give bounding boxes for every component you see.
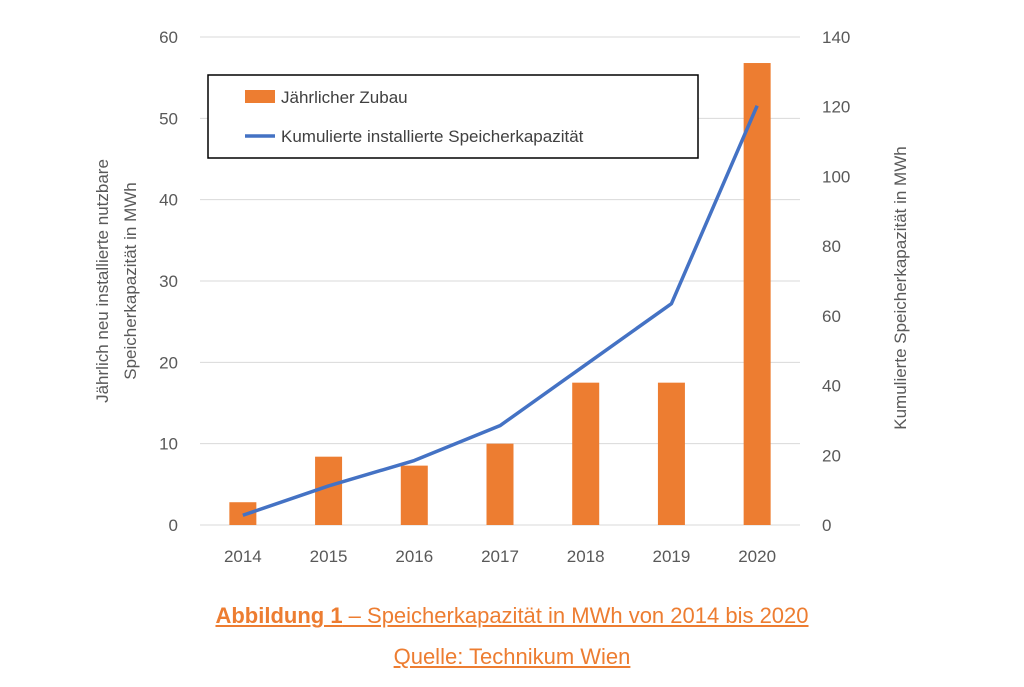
right-axis-ticks: 0 20 40 60 80 100 120 140 (822, 28, 850, 535)
x-tick-label: 2016 (395, 547, 433, 566)
right-tick-label: 80 (822, 237, 841, 256)
bar (486, 443, 514, 525)
right-tick-label: 60 (822, 307, 841, 326)
legend-box (207, 74, 699, 159)
x-tick-label: 2018 (567, 547, 605, 566)
figure-caption: Abbildung 1 – Speicherkapazität in MWh v… (0, 603, 1024, 629)
left-tick-label: 20 (159, 353, 178, 372)
caption-bold: Abbildung 1 (215, 603, 343, 628)
left-tick-label: 30 (159, 272, 178, 291)
bar (572, 382, 600, 525)
right-tick-label: 0 (822, 516, 831, 535)
x-tick-label: 2017 (481, 547, 519, 566)
bar (657, 382, 685, 525)
left-tick-label: 0 (169, 516, 178, 535)
x-tick-label: 2014 (224, 547, 262, 566)
source-text: Quelle: Technikum Wien (393, 644, 631, 669)
figure-source: Quelle: Technikum Wien (0, 644, 1024, 670)
legend-bar-label: Jährlicher Zubau (281, 88, 408, 107)
left-tick-label: 40 (159, 191, 178, 210)
bar (400, 465, 428, 525)
left-tick-label: 50 (159, 109, 178, 128)
caption-text: – Speicherkapazität in MWh von 2014 bis … (342, 603, 809, 628)
bar-series (229, 63, 771, 525)
x-axis-ticks: 2014 2015 2016 2017 2018 2019 2020 (224, 547, 776, 566)
legend-line-label: Kumulierte installierte Speicherkapazitä… (281, 127, 584, 146)
left-tick-label: 10 (159, 435, 178, 454)
legend: Jährlicher Zubau Kumulierte installierte… (207, 74, 699, 159)
cumulative-line (242, 104, 759, 517)
right-axis-title: Kumulierte Speicherkapazität in MWh (891, 146, 910, 429)
x-tick-label: 2020 (738, 547, 776, 566)
left-tick-label: 60 (159, 28, 178, 47)
x-tick-label: 2015 (310, 547, 348, 566)
right-tick-label: 20 (822, 446, 841, 465)
right-tick-label: 100 (822, 167, 850, 186)
left-axis-ticks: 0 10 20 30 40 50 60 (159, 28, 178, 535)
bar (743, 63, 771, 525)
right-tick-label: 120 (822, 98, 850, 117)
right-tick-label: 140 (822, 28, 850, 47)
legend-bar-swatch (245, 90, 275, 103)
x-tick-label: 2019 (653, 547, 691, 566)
right-tick-label: 40 (822, 377, 841, 396)
left-axis-title-line1: Jährlich neu installierte nutzbare (93, 159, 112, 403)
left-axis-title-line2: Speicherkapazität in MWh (121, 182, 140, 379)
